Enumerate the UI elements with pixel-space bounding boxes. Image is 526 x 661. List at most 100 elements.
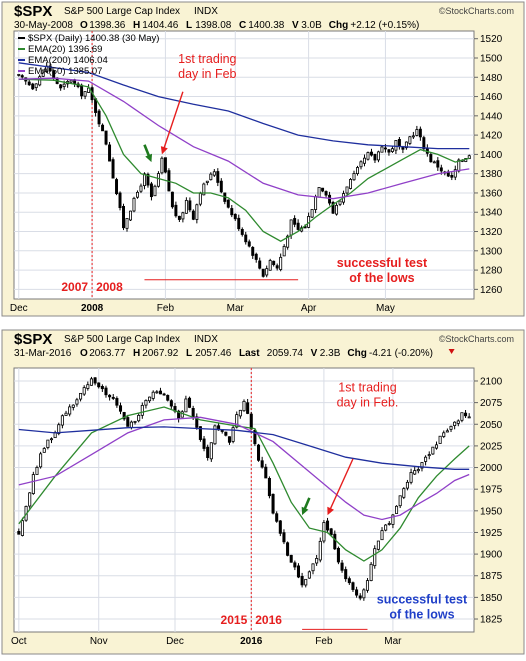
candle-body [219,180,223,193]
feb-arrow-icon [163,91,184,148]
candle-body [289,554,293,563]
ohlc-label-close: C [239,20,246,31]
ema50-line [18,416,470,521]
candle-body [402,488,406,498]
x-tick-label: 2008 [81,303,104,314]
candle-body [275,265,279,269]
candle-body [64,412,68,416]
candle-body [57,424,61,434]
candle-body [48,65,52,72]
candle-body [317,187,321,198]
candle-body [34,83,38,89]
candle-body [89,378,93,386]
candle-body [153,185,157,197]
ohlc-label-high: H [133,20,140,31]
candle-body [352,173,356,181]
ohlc-value-low: 2057.46 [195,348,232,359]
candle-body [411,135,415,138]
green-arrow-head [145,153,153,163]
candle-body [329,528,333,536]
candle-body [387,149,391,153]
candle-body [158,390,162,395]
watermark-logo: ©StockCharts.com [439,6,514,16]
candle-body [86,384,90,389]
candle-body [235,414,239,428]
candle-body [260,460,264,468]
candle-body [156,173,160,187]
candle-body [233,213,237,220]
candle-body [271,493,275,514]
candle-body [41,69,45,77]
candle-body [351,582,355,590]
candle-body [198,426,202,440]
candle-body [212,171,216,176]
y-tick-label: 1825 [480,615,503,626]
candle-body [226,199,230,208]
ohlc-value-low: 1398.08 [195,20,232,31]
candle-body [240,229,244,235]
candle-body [209,173,213,181]
candle-body [39,453,43,468]
candle-body [237,217,241,230]
candle-body [163,157,167,173]
candle-body [224,431,228,436]
y-tick-label: 2000 [480,463,503,474]
candle-body [160,157,164,174]
candle-body [268,260,272,271]
candle-body [282,246,286,257]
candle-body [340,562,344,571]
x-tick-label: Apr [301,303,317,314]
candle-body [42,448,46,453]
ema50-line [18,77,470,200]
y-tick-label: 1340 [480,208,503,219]
candle-body [146,173,150,186]
y-tick-label: 1925 [480,528,503,539]
candle-body [104,130,108,145]
candle-body [349,179,352,189]
symbol-label: $SPX [14,331,52,348]
legend-item-ema20: EMA(20) 1396.69 [28,44,102,55]
candle-body [246,402,250,414]
x-tick-label: Mar [227,303,245,314]
ohlc-label-volume: V [311,348,318,359]
ohlc-label-volume: V [292,20,299,31]
candle-body [293,562,297,568]
candle-body [188,200,192,211]
feb-arrow-head [160,146,168,155]
candle-body [62,83,66,87]
candle-body [244,234,248,243]
candle-body [205,180,209,183]
ohlc-label-open: O [80,20,88,31]
annotation-feb_text: 1st trading [338,380,396,394]
candle-body [286,235,290,248]
candle-body [328,194,332,204]
candle-body [126,417,130,427]
candle-body [257,444,261,461]
candle-body [272,260,276,266]
ohlc-value-open: 2063.77 [89,348,126,359]
candle-body [331,202,335,214]
candle-body [125,218,129,229]
candle-body [191,408,195,417]
year-label-next: 2016 [255,613,282,627]
candle-body [311,563,315,572]
candle-body [416,469,420,472]
ohlc-label-open: O [80,348,88,359]
green-arrow-icon [143,144,151,157]
y-tick-label: 2025 [480,441,503,452]
candle-body [149,183,153,198]
candle-body [445,430,449,433]
candle-body [46,439,50,448]
candle-body [293,218,297,225]
y-tick-label: 1260 [480,285,503,296]
candle-body [449,425,453,430]
candle-body [195,204,199,220]
candle-body [366,152,370,160]
candle-body [333,533,337,550]
ohlc-value-open: 1398.36 [89,20,126,31]
candle-body [227,436,231,443]
legend-item-price: $SPX (Daily) 1400.38 (30 May) [28,33,159,44]
annotation-test_text: of the lows [349,271,414,285]
candle-body [38,76,42,86]
